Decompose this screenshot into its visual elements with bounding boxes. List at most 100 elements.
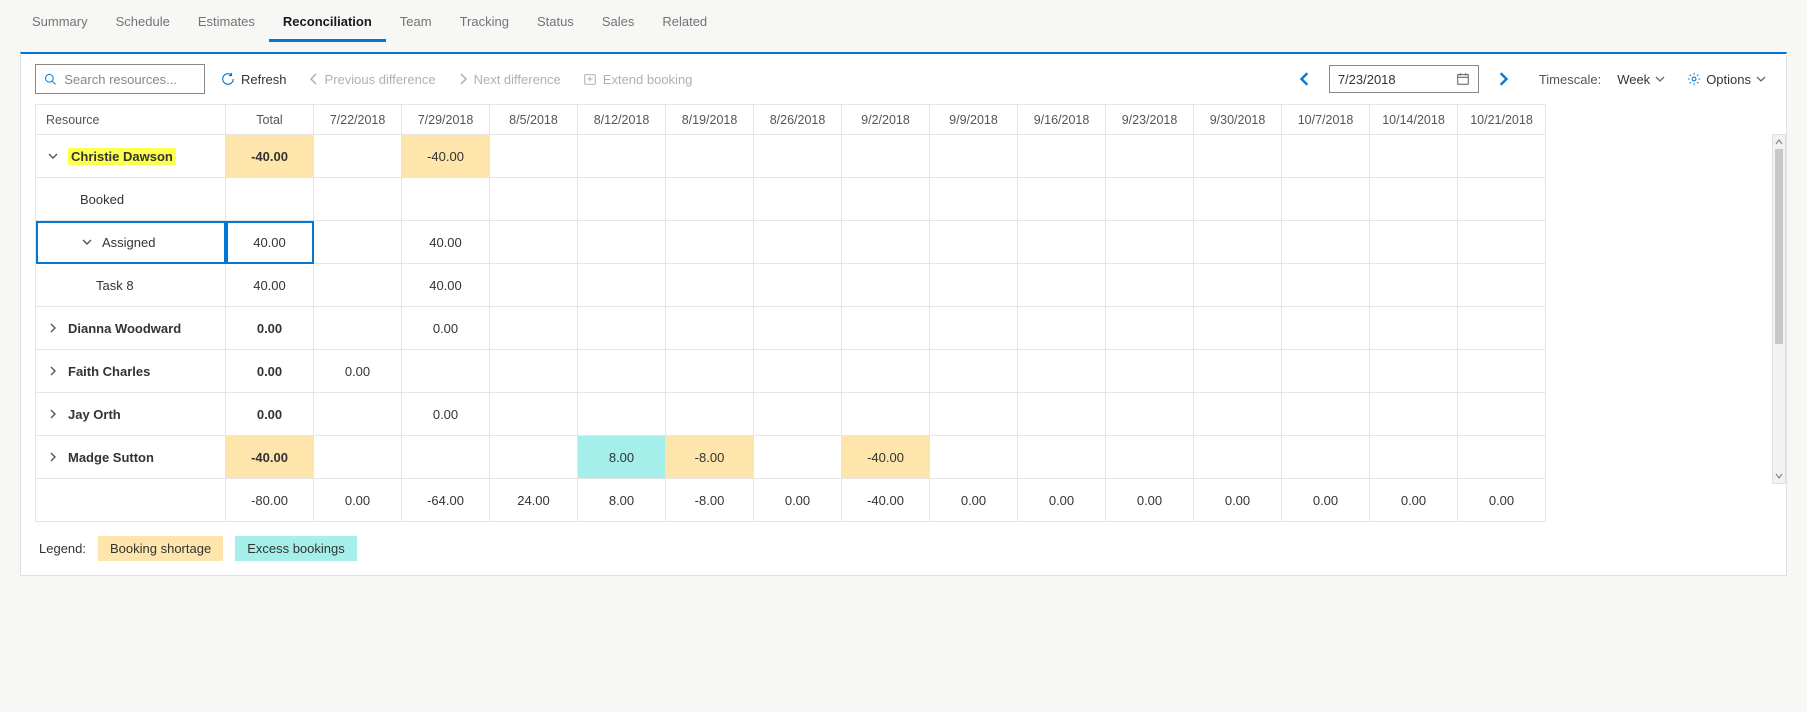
extend-booking-button[interactable]: Extend booking — [577, 68, 699, 91]
total-cell: -40.00 — [226, 135, 314, 178]
resource-name-cell[interactable]: Booked — [36, 178, 226, 221]
data-cell — [578, 307, 666, 350]
tab-related[interactable]: Related — [648, 0, 721, 42]
data-cell — [314, 178, 402, 221]
resource-name-cell[interactable]: Madge Sutton — [36, 436, 226, 479]
total-cell: 0.00 — [226, 393, 314, 436]
data-cell: -40.00 — [402, 135, 490, 178]
data-cell — [314, 393, 402, 436]
data-cell — [1370, 436, 1458, 479]
search-box[interactable] — [35, 64, 205, 94]
data-cell — [1458, 436, 1546, 479]
expand-toggle-icon[interactable] — [46, 322, 60, 334]
resource-name-cell[interactable]: Assigned — [36, 221, 226, 264]
data-cell — [754, 350, 842, 393]
expand-toggle-icon[interactable] — [46, 365, 60, 377]
data-cell — [402, 350, 490, 393]
col-header-date: 10/21/2018 — [1458, 105, 1546, 135]
data-cell — [1370, 221, 1458, 264]
expand-toggle-icon[interactable] — [80, 237, 94, 247]
scroll-thumb[interactable] — [1775, 149, 1783, 344]
data-cell — [666, 221, 754, 264]
total-cell — [226, 178, 314, 221]
next-diff-button[interactable]: Next difference — [452, 68, 567, 91]
timescale-dropdown[interactable]: Week — [1611, 72, 1671, 87]
legend-shortage: Booking shortage — [98, 536, 223, 561]
tab-team[interactable]: Team — [386, 0, 446, 42]
resource-name: Assigned — [102, 235, 155, 250]
data-cell — [842, 350, 930, 393]
expand-toggle-icon[interactable] — [46, 151, 60, 161]
data-cell — [1194, 307, 1282, 350]
data-cell — [1458, 221, 1546, 264]
data-cell — [1282, 436, 1370, 479]
scroll-up-icon — [1774, 137, 1784, 147]
resource-name-cell[interactable]: Task 8 — [36, 264, 226, 307]
data-cell — [1282, 307, 1370, 350]
chevron-right-icon — [458, 73, 468, 85]
tab-schedule[interactable]: Schedule — [102, 0, 184, 42]
prev-diff-label: Previous difference — [325, 72, 436, 87]
data-cell — [1370, 264, 1458, 307]
data-cell — [1282, 393, 1370, 436]
col-header-date: 9/23/2018 — [1106, 105, 1194, 135]
refresh-icon — [221, 72, 235, 86]
date-prev-button[interactable] — [1291, 65, 1319, 93]
data-cell — [1282, 264, 1370, 307]
data-cell — [842, 221, 930, 264]
data-cell — [1458, 350, 1546, 393]
data-cell — [754, 393, 842, 436]
col-header-date: 8/19/2018 — [666, 105, 754, 135]
tab-tracking[interactable]: Tracking — [446, 0, 523, 42]
data-cell — [1458, 135, 1546, 178]
date-next-button[interactable] — [1489, 65, 1517, 93]
resource-name-cell[interactable]: Jay Orth — [36, 393, 226, 436]
toolbar: Refresh Previous difference Next differe… — [21, 54, 1786, 104]
date-picker[interactable]: 7/23/2018 — [1329, 65, 1479, 93]
data-cell — [1194, 221, 1282, 264]
tab-status[interactable]: Status — [523, 0, 588, 42]
data-cell — [1458, 393, 1546, 436]
data-cell — [1458, 307, 1546, 350]
data-cell — [1194, 350, 1282, 393]
refresh-label: Refresh — [241, 72, 287, 87]
data-cell — [490, 135, 578, 178]
data-cell — [314, 221, 402, 264]
data-cell — [1018, 307, 1106, 350]
col-header-date: 9/30/2018 — [1194, 105, 1282, 135]
expand-toggle-icon[interactable] — [46, 451, 60, 463]
resource-name-cell[interactable]: Faith Charles — [36, 350, 226, 393]
data-cell — [402, 436, 490, 479]
refresh-button[interactable]: Refresh — [215, 68, 293, 91]
data-cell — [754, 178, 842, 221]
extend-icon — [583, 72, 597, 86]
data-cell — [754, 436, 842, 479]
options-button[interactable]: Options — [1681, 72, 1772, 87]
data-cell — [490, 393, 578, 436]
resource-name-cell[interactable]: Christie Dawson — [36, 135, 226, 178]
expand-toggle-icon[interactable] — [46, 408, 60, 420]
footer-cell: 8.00 — [578, 479, 666, 522]
total-cell: 40.00 — [226, 264, 314, 307]
data-cell — [666, 393, 754, 436]
data-cell — [1282, 178, 1370, 221]
data-cell — [314, 264, 402, 307]
prev-diff-button[interactable]: Previous difference — [303, 68, 442, 91]
resource-name: Jay Orth — [68, 407, 121, 422]
data-cell — [1282, 221, 1370, 264]
search-input[interactable] — [62, 71, 196, 88]
tab-estimates[interactable]: Estimates — [184, 0, 269, 42]
footer-cell: 0.00 — [1106, 479, 1194, 522]
col-header-date: 8/5/2018 — [490, 105, 578, 135]
legend-label: Legend: — [39, 541, 86, 556]
footer-cell: -64.00 — [402, 479, 490, 522]
col-header-date: 8/12/2018 — [578, 105, 666, 135]
tab-sales[interactable]: Sales — [588, 0, 649, 42]
data-cell — [578, 393, 666, 436]
resource-name: Christie Dawson — [68, 149, 176, 164]
data-cell: 0.00 — [402, 393, 490, 436]
tab-reconciliation[interactable]: Reconciliation — [269, 0, 386, 42]
resource-name-cell[interactable]: Dianna Woodward — [36, 307, 226, 350]
tab-summary[interactable]: Summary — [18, 0, 102, 42]
vertical-scrollbar[interactable] — [1772, 134, 1786, 484]
